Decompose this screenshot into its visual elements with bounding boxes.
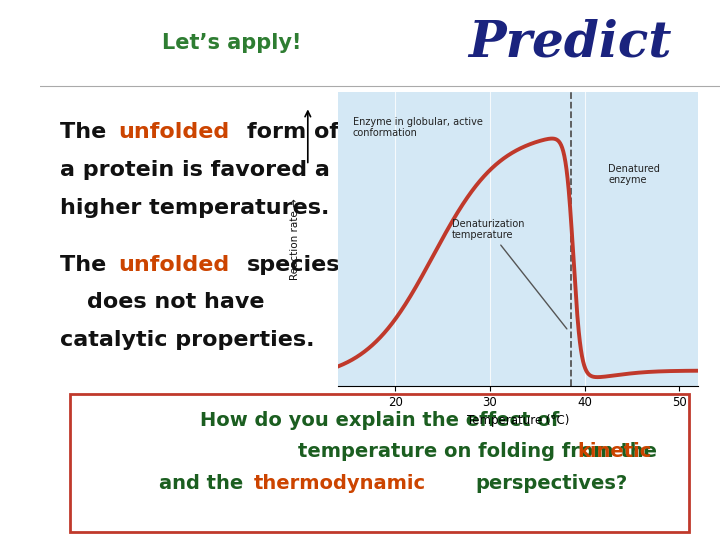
Text: How do you explain the effect of: How do you explain the effect of xyxy=(200,410,559,430)
Text: a protein is favored a: a protein is favored a xyxy=(60,160,330,180)
Text: form of: form of xyxy=(247,122,339,143)
Text: higher temperatures.: higher temperatures. xyxy=(60,198,329,218)
Text: temperature on folding from the: temperature on folding from the xyxy=(298,442,657,462)
Text: The: The xyxy=(60,122,114,143)
Text: thermodynamic: thermodynamic xyxy=(254,474,426,494)
Text: Enzyme in globular, active
conformation: Enzyme in globular, active conformation xyxy=(353,117,482,138)
Text: unfolded: unfolded xyxy=(118,122,229,143)
Text: The: The xyxy=(60,254,114,275)
Text: Let’s apply!: Let’s apply! xyxy=(162,33,302,53)
FancyBboxPatch shape xyxy=(71,394,689,532)
Text: Predict: Predict xyxy=(469,19,672,68)
Text: catalytic properties.: catalytic properties. xyxy=(60,330,315,350)
X-axis label: Temperature (°C): Temperature (°C) xyxy=(467,414,570,427)
Text: unfolded: unfolded xyxy=(118,254,229,275)
Text: Denaturization
temperature: Denaturization temperature xyxy=(452,219,567,329)
Text: species: species xyxy=(247,254,341,275)
Text: does not have: does not have xyxy=(87,292,265,313)
Text: Chemistry XXI: Chemistry XXI xyxy=(11,322,29,455)
Text: Denatured
enzyme: Denatured enzyme xyxy=(608,164,660,185)
Text: and the: and the xyxy=(158,474,243,494)
Text: perspectives?: perspectives? xyxy=(475,474,627,494)
Text: kinetic: kinetic xyxy=(577,442,652,462)
Text: Reaction rate →: Reaction rate → xyxy=(290,198,300,280)
